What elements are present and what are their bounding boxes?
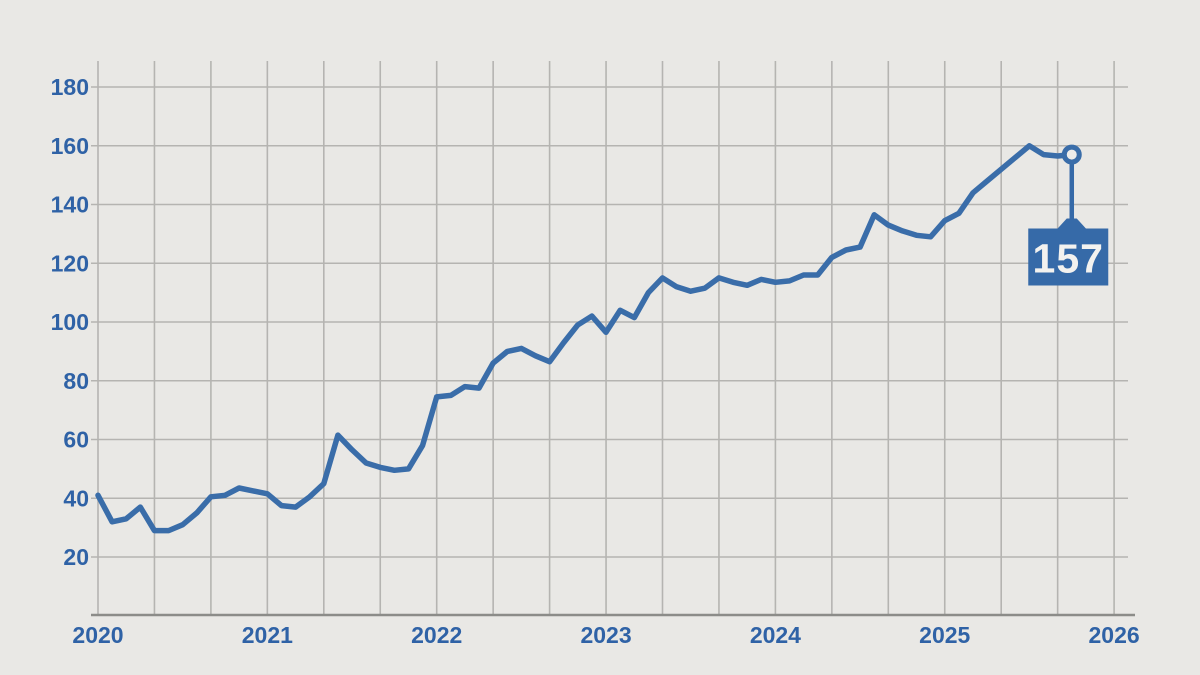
value-label-text: 157	[1033, 236, 1104, 282]
svg-text:60: 60	[63, 427, 89, 453]
svg-text:20: 20	[63, 544, 89, 570]
callout-pointer	[1056, 218, 1088, 230]
svg-text:80: 80	[63, 368, 89, 394]
svg-text:100: 100	[51, 309, 89, 335]
svg-text:180: 180	[51, 74, 89, 100]
svg-text:2025: 2025	[919, 622, 970, 648]
last-point-marker	[1061, 144, 1082, 165]
svg-text:2024: 2024	[750, 622, 801, 648]
svg-text:2022: 2022	[411, 622, 462, 648]
svg-text:120: 120	[51, 250, 89, 276]
svg-text:2023: 2023	[580, 622, 631, 648]
x-axis-labels: 2020 2021 2022 2023 2024 2025 2026	[72, 622, 1139, 648]
svg-text:40: 40	[63, 485, 89, 511]
svg-text:2026: 2026	[1089, 622, 1140, 648]
value-label-box	[1028, 228, 1109, 286]
y-axis-labels: 20 40 60 80 100 120 140 160 180	[51, 74, 89, 570]
horizontal-grid-lines	[91, 86, 1128, 558]
vertical-grid-lines	[97, 61, 1115, 615]
last-value-callout: 157	[1028, 144, 1109, 286]
svg-text:140: 140	[51, 192, 89, 218]
svg-text:2021: 2021	[242, 622, 293, 648]
data-series-line	[95, 143, 1075, 534]
svg-text:2020: 2020	[72, 622, 123, 648]
svg-text:160: 160	[51, 133, 89, 159]
